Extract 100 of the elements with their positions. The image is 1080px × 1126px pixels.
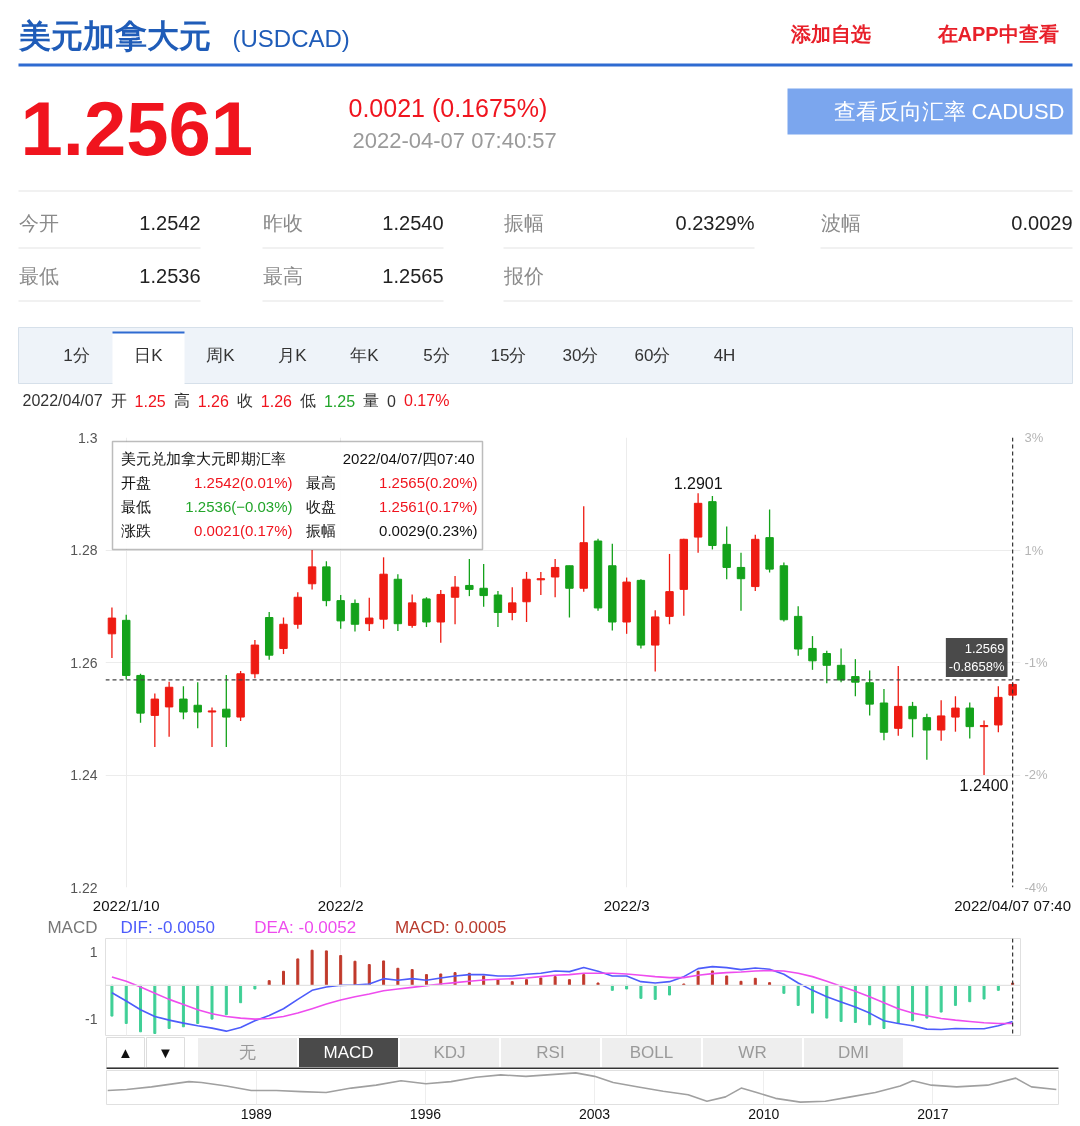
text: 振幅 <box>503 211 544 234</box>
bar <box>567 979 571 986</box>
y2-tick-label: -1% <box>1024 654 1049 670</box>
candlestick <box>851 658 860 697</box>
text: 添加自选 <box>789 22 871 45</box>
annotation: 2022/04/07/四07:40 <box>342 450 475 467</box>
bar <box>324 950 328 986</box>
text: ▼ <box>158 1044 173 1061</box>
text: 15分 <box>490 346 527 365</box>
y-tick-label: 1.24 <box>70 767 98 783</box>
candlestick <box>450 575 460 625</box>
bar <box>825 984 829 1019</box>
text: 1.2542 <box>139 211 201 234</box>
candlestick <box>722 525 731 580</box>
bar <box>553 976 557 986</box>
text: 0.0021 (0.1675%) <box>348 93 548 122</box>
candlestick <box>536 571 546 596</box>
bar <box>882 984 886 1029</box>
bar <box>896 984 900 1024</box>
candlestick <box>965 701 974 740</box>
annotation: 最高 <box>305 474 336 491</box>
y-tick-label: 1.22 <box>70 879 98 896</box>
text: 1.2561 <box>20 86 253 171</box>
bar <box>153 984 157 1034</box>
annotation: 0.0021(0.17%) <box>194 522 293 539</box>
candlestick <box>164 680 174 738</box>
bar <box>296 958 300 986</box>
text: 2022-04-07 07:40:57 <box>352 128 557 153</box>
text: 无 <box>239 1043 256 1062</box>
text: KDJ <box>433 1043 466 1062</box>
candlestick <box>307 549 317 591</box>
x-tick-label: 2022/2 <box>317 896 364 914</box>
candlestick <box>422 596 431 628</box>
bar <box>496 979 500 986</box>
candlestick <box>808 635 817 671</box>
candlestick <box>822 650 831 684</box>
bar <box>282 970 285 986</box>
text: DEA: -0.0052 <box>254 918 357 937</box>
candlestick <box>508 586 517 621</box>
candlestick <box>550 558 560 598</box>
y-tick-label: 1 <box>89 943 98 960</box>
candlestick <box>193 681 202 729</box>
text: 0.2329% <box>675 211 755 234</box>
bar <box>539 977 543 986</box>
candlestick <box>350 598 360 633</box>
bar <box>367 964 371 986</box>
annotation: 最低 <box>120 498 151 515</box>
candlestick <box>493 590 503 628</box>
annotation: 开盘 <box>120 474 151 491</box>
candlestick <box>407 593 417 629</box>
x-tick-label: 2017 <box>917 1105 949 1122</box>
bar <box>239 984 243 1004</box>
x-tick-label: 2010 <box>748 1105 780 1122</box>
candlestick <box>222 674 231 748</box>
bar <box>768 982 772 986</box>
text: DIF: -0.0050 <box>120 918 215 937</box>
bar <box>939 984 943 1013</box>
text: ▲ <box>118 1044 133 1061</box>
candlestick <box>865 669 874 717</box>
candlestick <box>179 685 188 720</box>
candlestick <box>908 701 917 738</box>
x-tick-label: 1996 <box>409 1105 442 1122</box>
annotation: 1.2565(0.20%) <box>379 474 478 491</box>
chart-title: 2022/04/07 开 1.25 高 1.26 收 1.26 低 1.25 量 0 0.17% <box>22 392 450 410</box>
bar <box>968 984 972 1003</box>
candlestick <box>150 692 160 748</box>
annotation: 美元兑加拿大元即期汇率 <box>120 450 286 467</box>
candlestick <box>979 719 989 776</box>
text: MACD <box>323 1043 374 1062</box>
annotation: 1.2542(0.01%) <box>194 474 293 491</box>
bar <box>596 982 600 986</box>
x-tick-label: 2003 <box>579 1105 611 1122</box>
text: 波幅 <box>820 211 861 234</box>
bar <box>267 980 271 986</box>
y-tick-label: 1.3 <box>78 429 98 446</box>
text: DMI <box>837 1043 870 1062</box>
text: 1分 <box>63 346 90 365</box>
bar <box>310 949 314 986</box>
candlestick <box>479 563 488 608</box>
candlestick <box>365 597 374 632</box>
candlestick <box>336 594 345 630</box>
y-tick-label: 1.28 <box>70 542 98 558</box>
bar <box>925 984 929 1019</box>
series-label: MACD: 0.0005 <box>394 918 507 937</box>
candlestick <box>207 706 217 748</box>
candlestick <box>522 571 531 623</box>
bar <box>653 984 657 1000</box>
bar <box>353 960 357 986</box>
text: 1.2540 <box>382 211 444 234</box>
bar <box>796 984 800 1006</box>
y2-tick-label: 1% <box>1024 542 1044 558</box>
bar <box>982 984 986 1000</box>
x-tick-label: 2022/3 <box>603 896 650 914</box>
text: 最高 <box>262 264 303 287</box>
y2-tick-label: -2% <box>1024 767 1049 783</box>
x-tick-label: 2022/1/10 <box>92 896 160 914</box>
candlestick <box>836 647 846 683</box>
bar <box>124 984 128 1024</box>
annotation: 振幅 <box>305 522 336 539</box>
candlestick <box>736 552 746 612</box>
